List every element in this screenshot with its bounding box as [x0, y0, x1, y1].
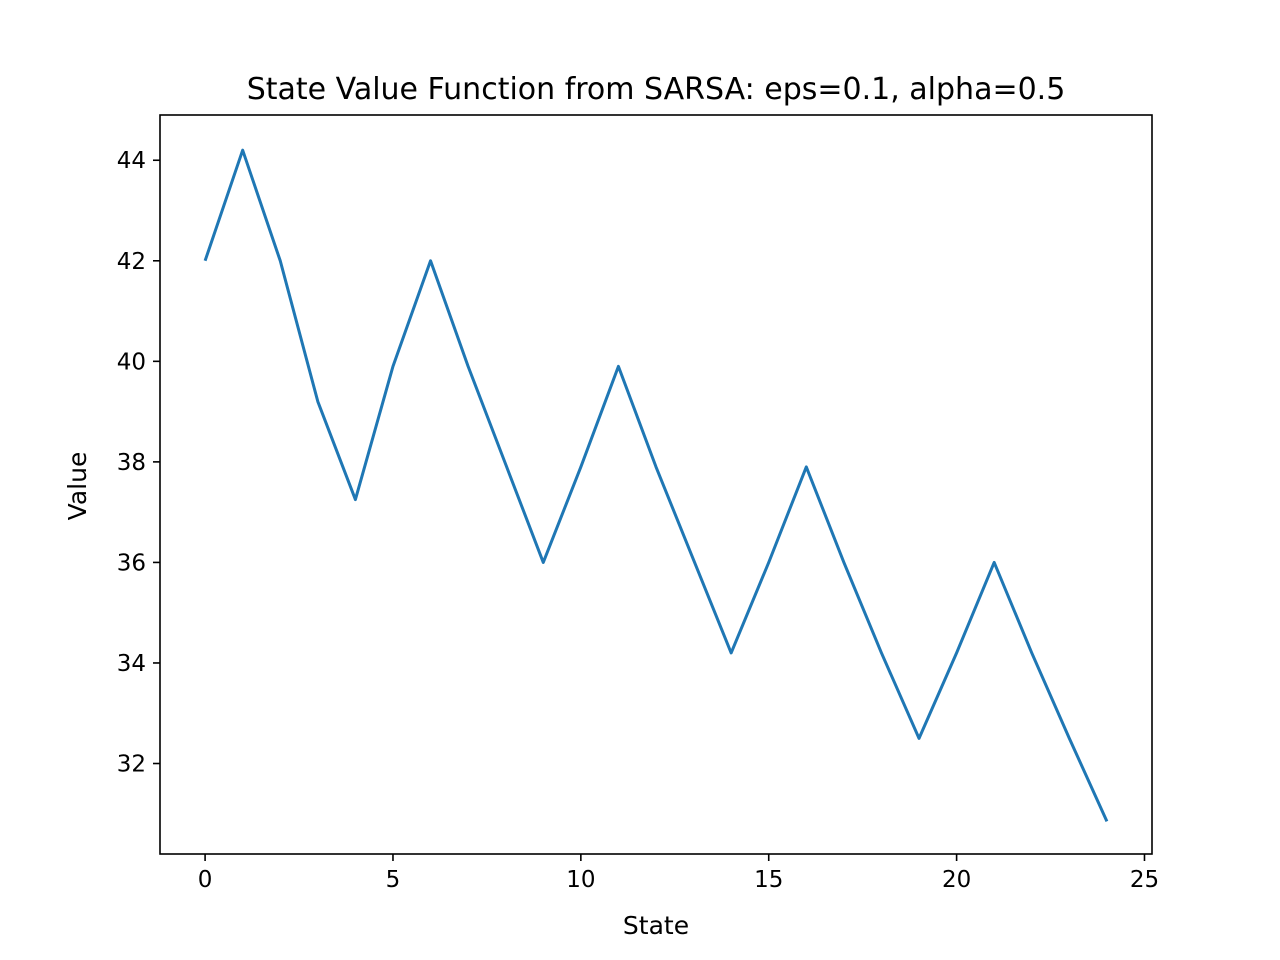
x-tick-label: 15 [754, 867, 783, 893]
x-tick-label: 25 [1130, 867, 1159, 893]
series-line [203, 148, 1109, 822]
x-axis-label: State [623, 911, 689, 940]
y-tick-label: 44 [117, 148, 146, 174]
plot-frame [159, 114, 1153, 855]
y-tick-label: 32 [117, 752, 146, 778]
y-tick-label: 34 [117, 651, 146, 677]
y-tick-label: 36 [117, 550, 146, 576]
y-tick-label: 42 [117, 249, 146, 275]
x-tick-label: 0 [198, 867, 213, 893]
plot-area: 0 5 10 15 20 25 32 34 36 38 40 42 44 [117, 148, 1159, 893]
y-tick-label: 40 [117, 349, 146, 375]
y-axis-label: Value [63, 452, 92, 521]
y-tick-label: 38 [117, 450, 146, 476]
x-tick-label: 5 [386, 867, 401, 893]
x-tick-label: 20 [942, 867, 971, 893]
x-tick-label: 10 [566, 867, 595, 893]
chart-title: State Value Function from SARSA: eps=0.1… [247, 72, 1066, 107]
